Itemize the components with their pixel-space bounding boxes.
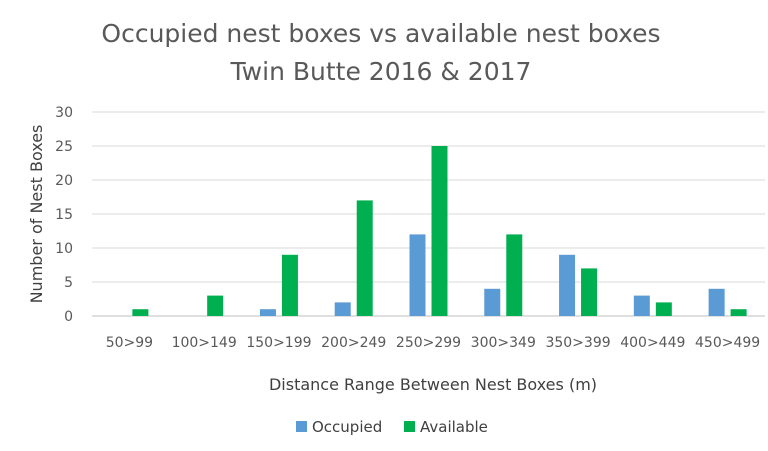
x-tick-label: 50>99: [106, 335, 153, 351]
x-axis-label: Distance Range Between Nest Boxes (m): [269, 375, 597, 394]
x-tick-label: 100>149: [172, 335, 237, 351]
legend-label-available: Available: [420, 418, 488, 436]
bar-available-350>399: [581, 268, 598, 316]
x-tick-label: 400>449: [620, 335, 685, 351]
bar-occupied-450>499: [708, 288, 725, 316]
legend-swatch-available: [404, 421, 415, 432]
x-tick-label: 250>299: [396, 335, 461, 351]
legend-label-occupied: Occupied: [312, 418, 382, 436]
bar-occupied-400>449: [633, 295, 650, 316]
x-tick-label: 450>499: [695, 335, 760, 351]
bar-available-300>349: [506, 234, 523, 316]
y-tick-label: 25: [55, 139, 73, 155]
bar-available-450>499: [730, 309, 747, 316]
chart-subtitle: Twin Butte 2016 & 2017: [230, 57, 532, 86]
y-tick-label: 10: [55, 241, 73, 257]
bar-available-200>249: [356, 200, 373, 316]
bar-occupied-350>399: [559, 254, 576, 316]
bar-occupied-300>349: [484, 288, 501, 316]
legend: Occupied Available: [296, 418, 488, 436]
bar-available-100>149: [207, 295, 224, 316]
bars: [132, 146, 747, 316]
gridlines: [92, 111, 765, 317]
bar-available-50>99: [132, 309, 149, 316]
legend-swatch-occupied: [296, 421, 307, 432]
y-axis-ticks: 0 5 10 15 20 25 30: [55, 105, 73, 325]
x-axis-ticks: 50>99 100>149 150>199 200>249 250>299 300>349…: [106, 335, 760, 351]
bar-occupied-150>199: [259, 309, 276, 316]
y-tick-label: 0: [64, 309, 73, 325]
bar-available-150>199: [281, 254, 298, 316]
x-tick-label: 200>249: [321, 335, 386, 351]
x-tick-label: 350>399: [545, 335, 610, 351]
x-tick-label: 300>349: [471, 335, 536, 351]
bar-occupied-250>299: [409, 234, 426, 316]
chart-title: Occupied nest boxes vs available nest bo…: [101, 19, 660, 48]
y-tick-label: 15: [55, 207, 73, 223]
y-tick-label: 5: [64, 275, 73, 291]
y-tick-label: 20: [55, 173, 73, 189]
y-tick-label: 30: [55, 105, 73, 121]
bar-occupied-200>249: [334, 302, 351, 316]
bar-available-250>299: [431, 146, 448, 316]
x-tick-label: 150>199: [246, 335, 311, 351]
bar-available-400>449: [655, 302, 672, 316]
y-axis-label: Number of Nest Boxes: [27, 125, 46, 304]
